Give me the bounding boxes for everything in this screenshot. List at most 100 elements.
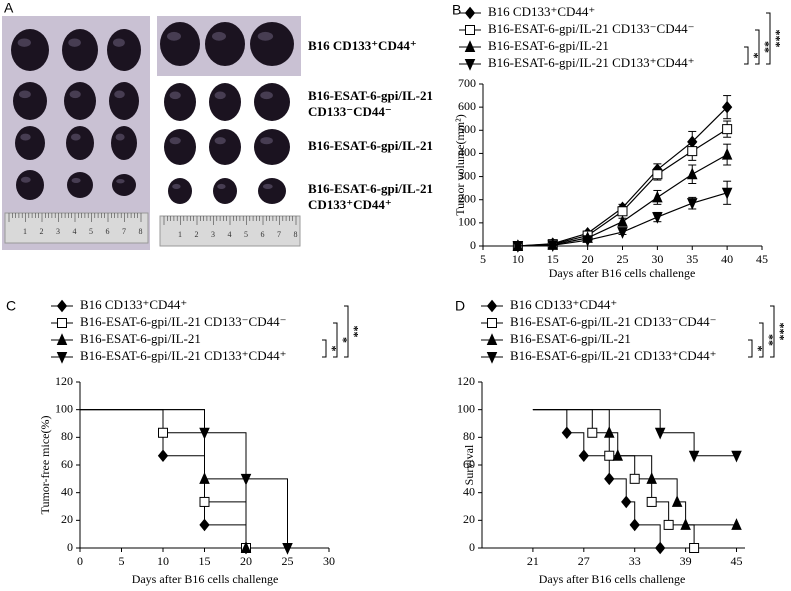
event-marker [587, 427, 598, 438]
tumor-highlight [167, 31, 181, 41]
data-point [686, 167, 698, 180]
data-point [652, 212, 663, 224]
x-tick-label: 40 [721, 252, 733, 266]
significance-bracket [333, 322, 338, 358]
data-point [547, 240, 559, 253]
data-point [721, 147, 733, 160]
legend-marker [464, 59, 476, 71]
x-tick-label: 20 [582, 252, 594, 266]
tumor [111, 126, 137, 160]
ruler-label: 8 [294, 230, 298, 239]
event-marker [629, 518, 640, 532]
tumor-highlight [115, 133, 125, 141]
event-marker [663, 519, 674, 530]
ruler-label: 3 [211, 230, 215, 239]
tumor [209, 83, 241, 121]
event-marker [654, 427, 666, 440]
tumor [254, 129, 290, 165]
tumor [209, 129, 241, 165]
event-marker [604, 450, 615, 461]
ruler-label: 4 [228, 230, 232, 239]
legend-marker [57, 318, 67, 328]
tumor [213, 178, 237, 204]
event-marker [731, 450, 742, 463]
group-label: B16 CD133⁺CD44⁺ [308, 38, 417, 53]
ruler-label: 1 [23, 227, 27, 236]
panel-label: B [452, 2, 461, 18]
x-tick-label: 10 [157, 554, 169, 568]
significance-bracket [744, 46, 749, 65]
event-marker [655, 541, 666, 555]
tumor [66, 126, 94, 160]
significance-label: *** [773, 323, 787, 341]
significance-label: * [336, 337, 350, 343]
legend-label: B16-ESAT-6-gpi/IL-21 [510, 331, 631, 346]
tumor-highlight [69, 90, 81, 99]
legend-marker [56, 352, 68, 364]
ruler-label: 4 [73, 227, 77, 236]
legend-marker [486, 352, 498, 364]
legend-marker [486, 299, 498, 313]
x-tick-label: 15 [547, 252, 559, 266]
x-tick-label: 21 [527, 554, 539, 568]
y-tick-label: 60 [61, 457, 73, 471]
tumor-highlight [169, 137, 181, 145]
tumor [160, 22, 200, 66]
tumor [64, 82, 96, 120]
legend-label: B16-ESAT-6-gpi/IL-21 CD133⁻CD44⁻ [80, 314, 286, 329]
event-marker [688, 450, 700, 463]
x-tick-label: 30 [651, 252, 663, 266]
y-tick-label: 80 [61, 429, 73, 443]
event-marker [282, 543, 293, 555]
ruler-label: 7 [277, 230, 281, 239]
y-tick-label: 0 [67, 540, 73, 554]
significance-bracket [766, 12, 771, 65]
legend-label: B16-ESAT-6-gpi/IL-21 CD133⁻CD44⁻ [488, 21, 694, 36]
event-marker [561, 426, 572, 440]
ruler-label: 2 [40, 227, 44, 236]
significance-label: * [747, 53, 761, 59]
ruler-label: 3 [56, 227, 60, 236]
x-tick-label: 0 [77, 554, 83, 568]
y-tick-label: 100 [458, 215, 476, 229]
tumor [205, 22, 245, 66]
data-point [721, 100, 733, 114]
tumor-highlight [257, 31, 274, 41]
tumor-highlight [212, 31, 226, 41]
y-tick-label: 40 [463, 484, 475, 498]
tumor [168, 178, 192, 204]
x-tick-label: 15 [199, 554, 211, 568]
tumor-highlight [262, 183, 273, 190]
event-marker [199, 472, 210, 484]
panel-label: C [6, 298, 16, 314]
event-marker [240, 541, 252, 553]
tumor-highlight [169, 91, 181, 100]
data-point [617, 214, 628, 227]
y-tick-label: 200 [458, 191, 476, 205]
tumor [258, 178, 286, 204]
tumor [67, 172, 93, 198]
legend-marker [465, 25, 475, 35]
significance-bracket [344, 305, 349, 358]
event-marker [646, 496, 657, 507]
x-tick-label: 27 [578, 554, 590, 568]
x-tick-label: 10 [512, 252, 524, 266]
x-axis-label: Days after B16 cells challenge [539, 572, 686, 586]
tumor [15, 126, 45, 160]
y-tick-label: 100 [457, 401, 475, 415]
y-tick-label: 0 [469, 540, 475, 554]
tumor-highlight [217, 183, 226, 190]
event-marker [671, 495, 683, 507]
legend-marker [487, 318, 497, 328]
event-marker [629, 473, 640, 484]
group-label: B16-ESAT-6-gpi/IL-21 [308, 181, 433, 196]
y-tick-label: 120 [55, 374, 73, 388]
significance-label: * [751, 346, 765, 352]
x-tick-label: 25 [617, 252, 629, 266]
tumor-highlight [112, 38, 125, 47]
y-tick-label: 120 [457, 374, 475, 388]
y-tick-label: 300 [458, 168, 476, 182]
tumor [16, 170, 44, 200]
ruler-label: 2 [195, 230, 199, 239]
